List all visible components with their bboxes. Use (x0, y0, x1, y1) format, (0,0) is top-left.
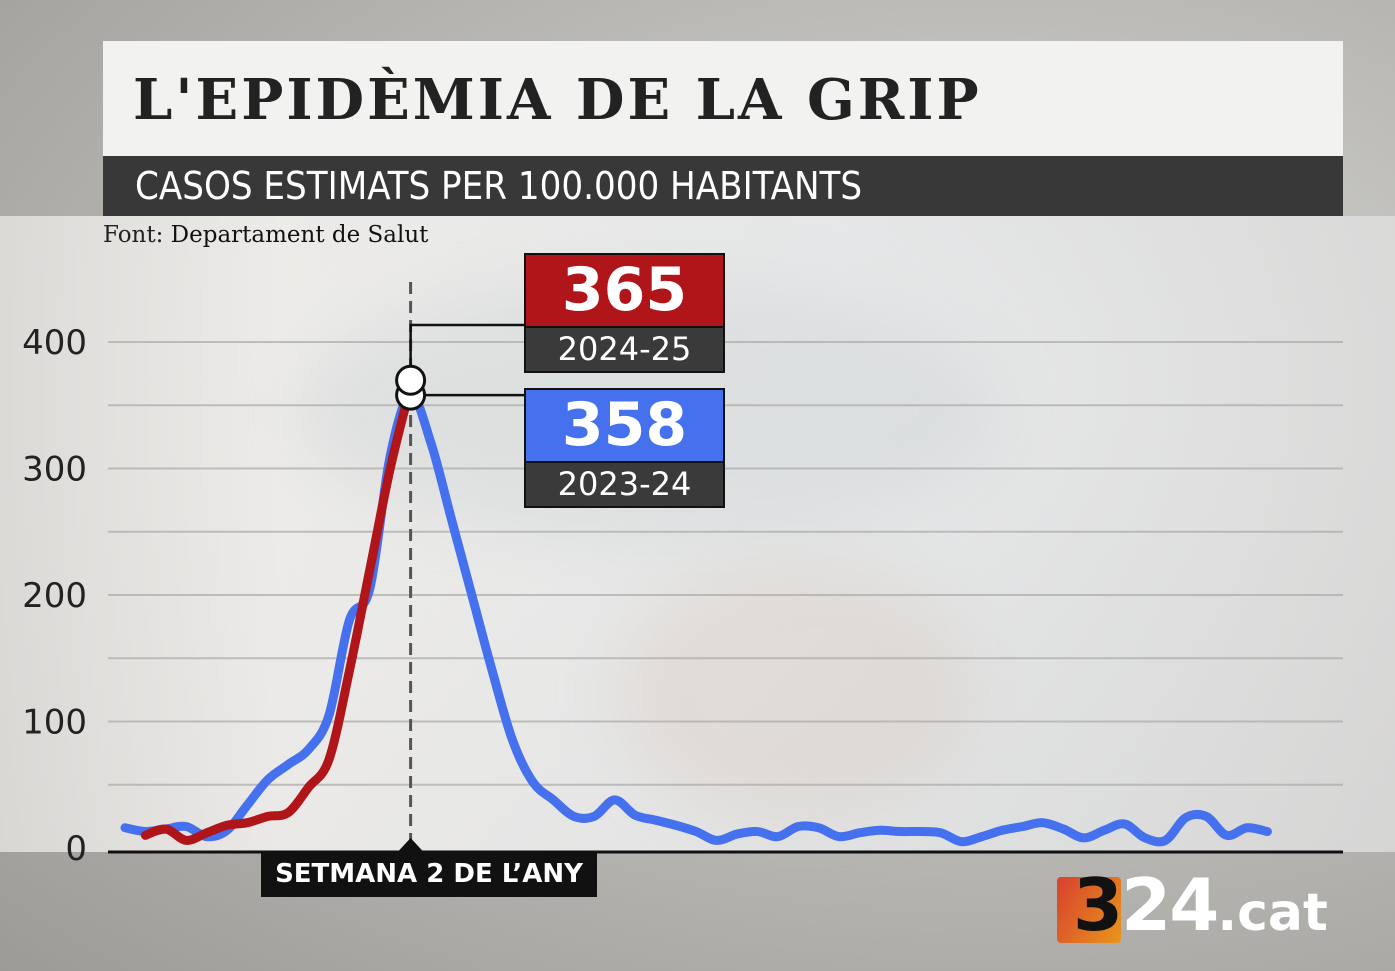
value-callout-2023-24: 358 2023-24 (524, 388, 725, 508)
source-label: Font: (103, 222, 164, 248)
connector-2024-25 (409, 323, 524, 381)
chart-subtitle: CASOS ESTIMATS PER 100.000 HABITANTS (135, 164, 863, 208)
subtitle-bar: CASOS ESTIMATS PER 100.000 HABITANTS (103, 156, 1343, 216)
source-note: Font: Departament de Salut (103, 222, 428, 248)
y-tick-label: 400 (22, 323, 87, 363)
season-label-2023-24: 2023-24 (526, 461, 723, 506)
y-tick-label: 0 (65, 829, 87, 869)
background-blur (620, 560, 970, 820)
value-callout-2024-25: 365 2024-25 (524, 253, 725, 373)
highlight-week-label: SETMANA 2 DE L’ANY (261, 852, 597, 897)
y-tick-label: 300 (22, 450, 87, 490)
source-value: Departament de Salut (170, 222, 429, 248)
peak-marker-2024-25 (395, 364, 427, 396)
y-tick-label: 200 (22, 576, 87, 616)
peak-value-2023-24: 358 (526, 390, 723, 461)
highlight-week-marker (397, 838, 424, 852)
logo-square (1057, 877, 1121, 943)
chart-title: L'EPIDÈMIA DE LA GRIP (133, 67, 982, 133)
peak-value-2024-25: 365 (526, 255, 723, 326)
title-panel: L'EPIDÈMIA DE LA GRIP (103, 41, 1343, 156)
series-line-2024-25 (140, 381, 416, 845)
y-tick-label: 100 (22, 703, 87, 743)
series-line-2023-24 (120, 390, 1272, 847)
season-label-2024-25: 2024-25 (526, 326, 723, 371)
